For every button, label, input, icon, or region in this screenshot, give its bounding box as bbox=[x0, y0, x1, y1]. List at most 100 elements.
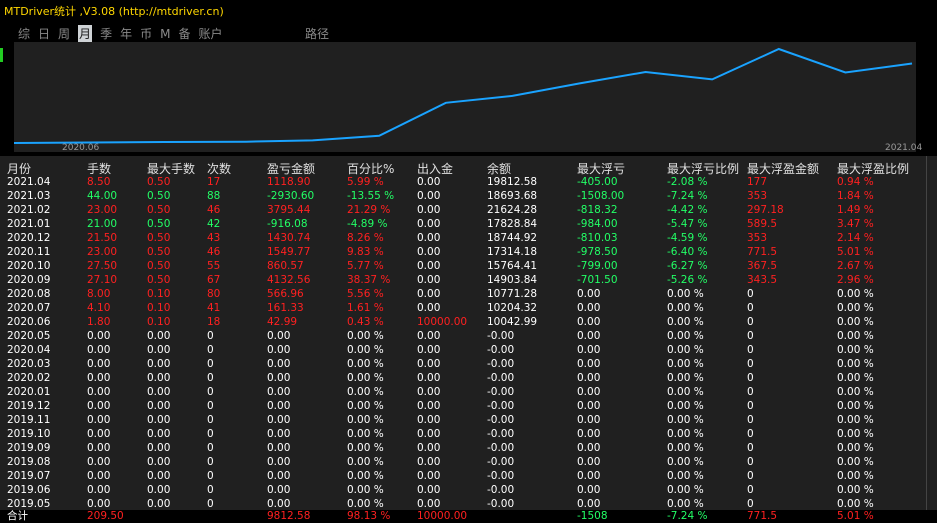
column-header[interactable]: 最大手数 bbox=[147, 162, 196, 176]
table-cell: 0.00 bbox=[417, 176, 441, 188]
table-cell: 0.00 bbox=[87, 400, 111, 412]
table-cell: -701.50 bbox=[577, 274, 618, 286]
tab-1[interactable]: 日 bbox=[38, 27, 51, 41]
table-cell: 0.50 bbox=[147, 190, 171, 202]
table-row[interactable]: 2019.11 0.00 0.00 0 0.00 0.00 % 0.00 -0.00 0.00 0… bbox=[0, 413, 937, 427]
table-cell: 0.00 bbox=[577, 386, 601, 398]
table-cell: -0.00 bbox=[487, 484, 515, 496]
table-cell: 0 bbox=[207, 414, 214, 426]
table-cell: 0 bbox=[747, 358, 754, 370]
table-row[interactable]: 2019.08 0.00 0.00 0 0.00 0.00 % 0.00 -0.00 0.00 0… bbox=[0, 455, 937, 469]
column-header[interactable]: 最大浮亏比例 bbox=[667, 162, 740, 176]
column-header[interactable]: 出入金 bbox=[417, 162, 454, 176]
table-cell: 10000.00 bbox=[417, 316, 468, 328]
table-row[interactable]: 2020.08 8.00 0.10 80 566.96 5.56 % 0.00 10771.2… bbox=[0, 287, 937, 301]
table-cell: 27.10 bbox=[87, 274, 118, 286]
table-cell: 0.00 bbox=[577, 470, 601, 482]
table-cell: 2020.10 bbox=[7, 260, 51, 272]
tab-7[interactable]: M bbox=[160, 27, 171, 41]
column-header[interactable]: 最大浮盈比例 bbox=[837, 162, 910, 176]
table-cell: 0 bbox=[747, 288, 754, 300]
table-cell: 1118.90 bbox=[267, 176, 311, 188]
table-cell: 8.50 bbox=[87, 176, 111, 188]
table-row[interactable]: 2019.12 0.00 0.00 0 0.00 0.00 % 0.00 -0.00 0.00 0… bbox=[0, 399, 937, 413]
table-cell: 0.00 % bbox=[837, 498, 874, 510]
table-cell: 2021.03 bbox=[7, 190, 51, 202]
tab-8[interactable]: 备 bbox=[178, 27, 191, 41]
table-cell: 1.80 bbox=[87, 316, 111, 328]
table-cell: 0.00 bbox=[267, 442, 291, 454]
table-right-border bbox=[926, 156, 927, 510]
table-row[interactable]: 2019.05 0.00 0.00 0 0.00 0.00 % 0.00 -0.00 0.00 0… bbox=[0, 497, 937, 511]
tab-3[interactable]: 月 bbox=[78, 25, 93, 43]
tab-path[interactable]: 路径 bbox=[305, 27, 330, 41]
tab-5[interactable]: 年 bbox=[120, 27, 133, 41]
table-cell: 0.00 % bbox=[667, 400, 704, 412]
table-row[interactable]: 2019.10 0.00 0.00 0 0.00 0.00 % 0.00 -0.00 0.00 0… bbox=[0, 427, 937, 441]
column-header[interactable]: 手数 bbox=[87, 162, 112, 176]
table-cell: 0.00 % bbox=[667, 330, 704, 342]
table-row[interactable]: 2019.09 0.00 0.00 0 0.00 0.00 % 0.00 -0.00 0.00 0… bbox=[0, 441, 937, 455]
total-cell: -7.24 % bbox=[667, 510, 708, 522]
table-cell: 0.00 bbox=[147, 400, 171, 412]
table-row[interactable]: 2020.12 21.50 0.50 43 1430.74 8.26 % 0.00 18744… bbox=[0, 231, 937, 245]
table-row[interactable]: 2020.03 0.00 0.00 0 0.00 0.00 % 0.00 -0.00 0.00 0… bbox=[0, 357, 937, 371]
table-cell: 1430.74 bbox=[267, 232, 311, 244]
column-header[interactable]: 最大浮盈金额 bbox=[747, 162, 820, 176]
table-cell: 0.00 bbox=[417, 246, 441, 258]
table-row[interactable]: 2020.04 0.00 0.00 0 0.00 0.00 % 0.00 -0.00 0.00 0… bbox=[0, 343, 937, 357]
period-tabs: 综日周月季年币 M 备账户 bbox=[18, 25, 231, 43]
table-cell: 0.00 bbox=[147, 428, 171, 440]
table-cell: 343.5 bbox=[747, 274, 778, 286]
table-row[interactable]: 2021.04 8.50 0.50 17 1118.90 5.99 % 0.00 19812.… bbox=[0, 175, 937, 189]
table-cell: 43 bbox=[207, 232, 221, 244]
table-cell: 0.00 bbox=[87, 498, 111, 510]
table-cell: 0.00 bbox=[147, 358, 171, 370]
table-cell: 0.00 % bbox=[667, 344, 704, 356]
table-cell: 0.00 bbox=[417, 232, 441, 244]
table-cell: 0.00 bbox=[147, 344, 171, 356]
table-row[interactable]: 2020.09 27.10 0.50 67 4132.56 38.37 % 0.00 1490… bbox=[0, 273, 937, 287]
column-header[interactable]: 次数 bbox=[207, 162, 232, 176]
table-row[interactable]: 2020.01 0.00 0.00 0 0.00 0.00 % 0.00 -0.00 0.00 0… bbox=[0, 385, 937, 399]
tab-2[interactable]: 周 bbox=[58, 27, 71, 41]
table-row[interactable]: 2020.07 4.10 0.10 41 161.33 1.61 % 0.00 10204.3… bbox=[0, 301, 937, 315]
tab-6[interactable]: 币 bbox=[140, 27, 153, 41]
table-cell: 46 bbox=[207, 204, 221, 216]
table-cell: 0.00 % bbox=[347, 358, 384, 370]
column-header[interactable]: 月份 bbox=[7, 162, 32, 176]
table-row[interactable]: 2021.02 23.00 0.50 46 3795.44 21.29 % 0.00 2162… bbox=[0, 203, 937, 217]
table-cell: 0.50 bbox=[147, 176, 171, 188]
table-row[interactable]: 2021.03 44.00 0.50 88 -2930.60 -13.55 % 0.00 18… bbox=[0, 189, 937, 203]
table-row[interactable]: 2021.01 21.00 0.50 42 -916.08 -4.89 % 0.00 1782… bbox=[0, 217, 937, 231]
table-cell: 0.00 bbox=[147, 456, 171, 468]
tab-4[interactable]: 季 bbox=[100, 27, 113, 41]
table-cell: 0 bbox=[207, 498, 214, 510]
table-row[interactable]: 2019.06 0.00 0.00 0 0.00 0.00 % 0.00 -0.00 0.00 0… bbox=[0, 483, 937, 497]
table-row[interactable]: 2020.05 0.00 0.00 0 0.00 0.00 % 0.00 -0.00 0.00 0… bbox=[0, 329, 937, 343]
table-row[interactable]: 2020.02 0.00 0.00 0 0.00 0.00 % 0.00 -0.00 0.00 0… bbox=[0, 371, 937, 385]
column-header[interactable]: 盈亏金额 bbox=[267, 162, 316, 176]
table-row[interactable]: 2020.11 23.00 0.50 46 1549.77 9.83 % 0.00 17314… bbox=[0, 245, 937, 259]
table-cell: 0.00 bbox=[417, 302, 441, 314]
table-cell: 0 bbox=[747, 414, 754, 426]
table-row[interactable]: 2019.07 0.00 0.00 0 0.00 0.00 % 0.00 -0.00 0.00 0… bbox=[0, 469, 937, 483]
table-cell: 0.00 bbox=[417, 260, 441, 272]
table-row[interactable]: 2020.10 27.50 0.50 55 860.57 5.77 % 0.00 15764.… bbox=[0, 259, 937, 273]
column-header[interactable]: 百分比% bbox=[347, 162, 395, 176]
column-header[interactable]: 余额 bbox=[487, 162, 512, 176]
column-header[interactable]: 最大浮亏 bbox=[577, 162, 626, 176]
table-cell: 0.00 % bbox=[667, 372, 704, 384]
tab-9[interactable]: 账户 bbox=[198, 27, 223, 41]
table-row[interactable]: 2020.06 1.80 0.10 18 42.99 0.43 % 10000.00 1004… bbox=[0, 315, 937, 329]
table-cell: 0.00 bbox=[577, 330, 601, 342]
table-cell: 55 bbox=[207, 260, 221, 272]
table-cell: 2020.11 bbox=[7, 246, 51, 258]
table-cell: 0.00 bbox=[147, 470, 171, 482]
table-cell: 0.00 bbox=[87, 414, 111, 426]
table-cell: 0.00 % bbox=[837, 372, 874, 384]
tab-0[interactable]: 综 bbox=[18, 27, 31, 41]
table-cell: 367.5 bbox=[747, 260, 778, 272]
table-cell: 0.00 bbox=[87, 386, 111, 398]
table-cell: -0.00 bbox=[487, 386, 515, 398]
